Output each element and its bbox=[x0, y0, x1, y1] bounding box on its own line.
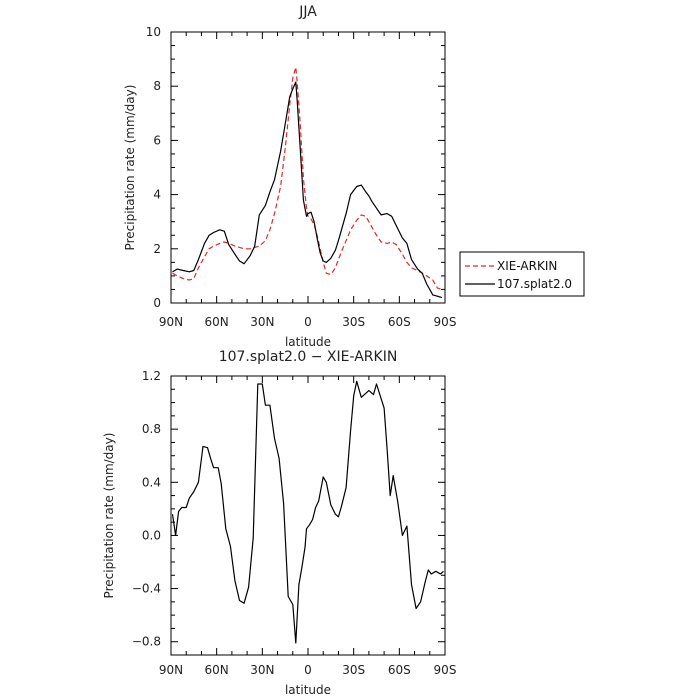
x-tick-label: 90N bbox=[159, 663, 183, 677]
x-tick-label: 60S bbox=[388, 315, 411, 329]
x-tick-label: 60S bbox=[388, 663, 411, 677]
y-tick-label: 8 bbox=[153, 79, 161, 93]
y-tick-label: 0.4 bbox=[142, 475, 161, 489]
chart-1: JJA 90N 60N 30N 0 30S 60S 90S 0 2 4 6 8 10 latitude Pre… bbox=[123, 4, 585, 349]
x-tick-label: 90N bbox=[159, 315, 183, 329]
y-axis-label: Precipitation rate (mm/day) bbox=[123, 85, 137, 251]
y-tick-label: −0.4 bbox=[132, 582, 161, 596]
x-tick-label: 60N bbox=[205, 315, 229, 329]
y-tick-label: −0.8 bbox=[132, 635, 161, 649]
x-tick-label: 0 bbox=[304, 663, 312, 677]
y-tick-label: 4 bbox=[153, 188, 161, 202]
x-tick-label: 30N bbox=[250, 663, 274, 677]
x-tick-label: 90S bbox=[434, 315, 457, 329]
y-tick-label: 0.0 bbox=[142, 528, 161, 542]
legend-label-2: 107.splat2.0 bbox=[497, 277, 572, 291]
x-tick-label: 30N bbox=[250, 315, 274, 329]
series-line-1 bbox=[172, 66, 443, 290]
x-tick-label: 30S bbox=[342, 315, 365, 329]
x-tick-label: 90S bbox=[434, 663, 457, 677]
x-tick-label: 0 bbox=[304, 315, 312, 329]
legend: XIE-ARKIN 107.splat2.0 bbox=[459, 251, 585, 297]
y-tick-label: 0.8 bbox=[142, 422, 161, 436]
x-axis-label: latitude bbox=[285, 335, 331, 349]
legend-label-1: XIE-ARKIN bbox=[497, 259, 557, 273]
y-axis-label: Precipitation rate (mm/day) bbox=[102, 433, 116, 599]
x-axis-label: latitude bbox=[285, 683, 331, 697]
series-line-1 bbox=[171, 380, 444, 644]
series-line-2 bbox=[172, 81, 443, 299]
x-tick-label: 60N bbox=[205, 663, 229, 677]
chart-2: 107.splat2.0 − XIE-ARKIN 90N 60N 30N 0 30S 60S… bbox=[102, 349, 456, 697]
chart-title: JJA bbox=[298, 4, 317, 20]
legend-box bbox=[459, 251, 585, 297]
y-tick-label: 0 bbox=[153, 296, 161, 310]
y-tick-label: 10 bbox=[146, 25, 161, 39]
y-tick-label: 6 bbox=[153, 133, 161, 147]
y-tick-label: 1.2 bbox=[142, 369, 161, 383]
x-tick-label: 30S bbox=[342, 663, 365, 677]
chart-title: 107.splat2.0 − XIE-ARKIN bbox=[219, 349, 398, 365]
y-tick-label: 2 bbox=[153, 242, 161, 256]
